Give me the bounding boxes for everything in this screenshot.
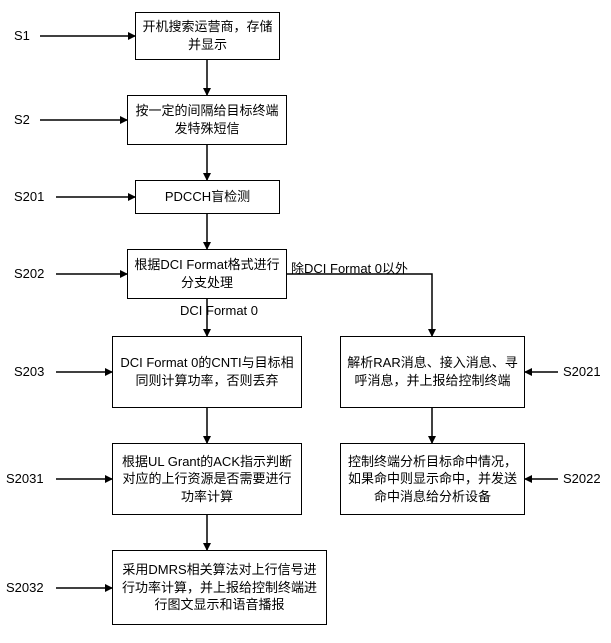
node-n9: 控制终端分析目标命中情况，如果命中则显示命中，并发送命中消息给分析设备 — [340, 443, 525, 515]
edge-label-left: DCI Format 0 — [180, 303, 258, 318]
node-n3: PDCCH盲检测 — [135, 180, 280, 214]
step-label-s203: S203 — [14, 364, 44, 379]
step-label-s202: S202 — [14, 266, 44, 281]
step-label-s1: S1 — [14, 28, 30, 43]
node-n8: 解析RAR消息、接入消息、寻呼消息，并上报给控制终端 — [340, 336, 525, 408]
edge-label-right: 除DCI Format 0以外 — [291, 258, 408, 277]
step-label-s2: S2 — [14, 112, 30, 127]
step-label-s201: S201 — [14, 189, 44, 204]
step-label-s2021: S2021 — [563, 364, 601, 379]
node-n5: DCI Format 0的CNTI与目标相同则计算功率，否则丢弃 — [112, 336, 302, 408]
step-label-s2022: S2022 — [563, 471, 601, 486]
node-n1: 开机搜索运营商，存储并显示 — [135, 12, 280, 60]
node-n6: 根据UL Grant的ACK指示判断对应的上行资源是否需要进行功率计算 — [112, 443, 302, 515]
node-n2: 按一定的间隔给目标终端发特殊短信 — [127, 95, 287, 145]
node-n7: 采用DMRS相关算法对上行信号进行功率计算，并上报给控制终端进行图文显示和语音播… — [112, 550, 327, 625]
arrows-layer — [0, 0, 611, 643]
step-label-s2031: S2031 — [6, 471, 44, 486]
step-label-s2032: S2032 — [6, 580, 44, 595]
node-n4: 根据DCI Format格式进行分支处理 — [127, 249, 287, 299]
